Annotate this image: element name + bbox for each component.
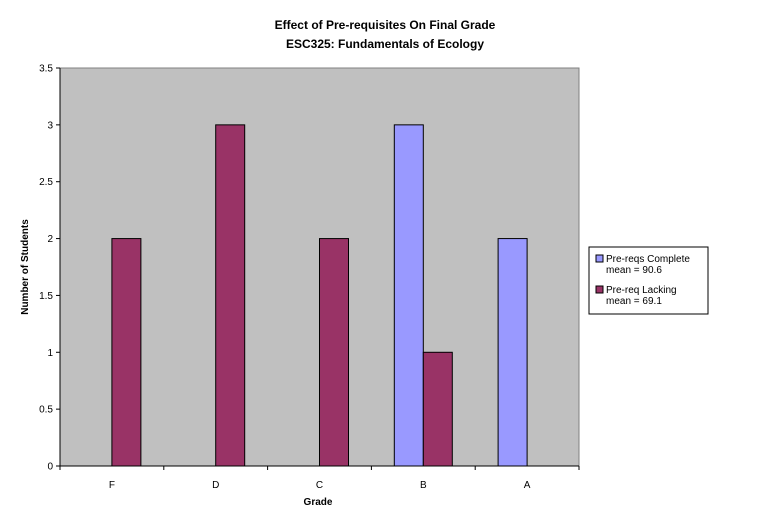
y-tick-label: 2 — [47, 234, 53, 245]
bar-pre-req-lacking-b — [422, 351, 453, 467]
x-tick-label-b: B — [420, 480, 427, 491]
chart-subtitle: ESC325: Fundamentals of Ecology — [286, 37, 484, 51]
bar-pre-reqs-complete-b — [393, 124, 424, 467]
x-axis-label: Grade — [304, 497, 333, 508]
chart-title: Effect of Pre-requisites On Final Grade — [275, 18, 496, 32]
legend-mean-pre-reqs-complete: mean = 90.6 — [606, 265, 662, 276]
y-tick-label: 0 — [47, 462, 53, 473]
y-tick-label: 3 — [47, 120, 53, 131]
legend-mean-pre-req-lacking: mean = 69.1 — [606, 296, 662, 307]
y-tick-label: 1 — [47, 348, 53, 359]
legend-box — [588, 246, 709, 315]
bar-pre-req-lacking-d — [215, 124, 246, 467]
bar-pre-req-lacking-f — [111, 238, 142, 467]
y-tick-label: 3.5 — [39, 64, 53, 75]
y-tick-label: 2.5 — [39, 177, 53, 188]
x-tick-label-a: A — [524, 480, 531, 491]
legend-swatch-pre-req-lacking — [595, 285, 604, 294]
x-tick-label-c: C — [316, 480, 323, 491]
y-axis-label: Number of Students — [20, 219, 31, 315]
bar-pre-reqs-complete-a — [497, 238, 528, 467]
bar-pre-req-lacking-c — [319, 238, 349, 467]
legend-label-pre-req-lacking: Pre-req Lacking — [606, 285, 677, 296]
legend: Pre-reqs Complete mean = 90.6 Pre-req La… — [588, 246, 709, 315]
legend-label-pre-reqs-complete: Pre-reqs Complete — [606, 254, 690, 265]
y-tick-label: 1.5 — [39, 291, 53, 302]
y-tick-label: 0.5 — [39, 405, 53, 416]
x-tick-label-f: F — [109, 480, 115, 491]
legend-swatch-pre-reqs-complete — [595, 254, 604, 263]
x-tick-label-d: D — [212, 480, 219, 491]
